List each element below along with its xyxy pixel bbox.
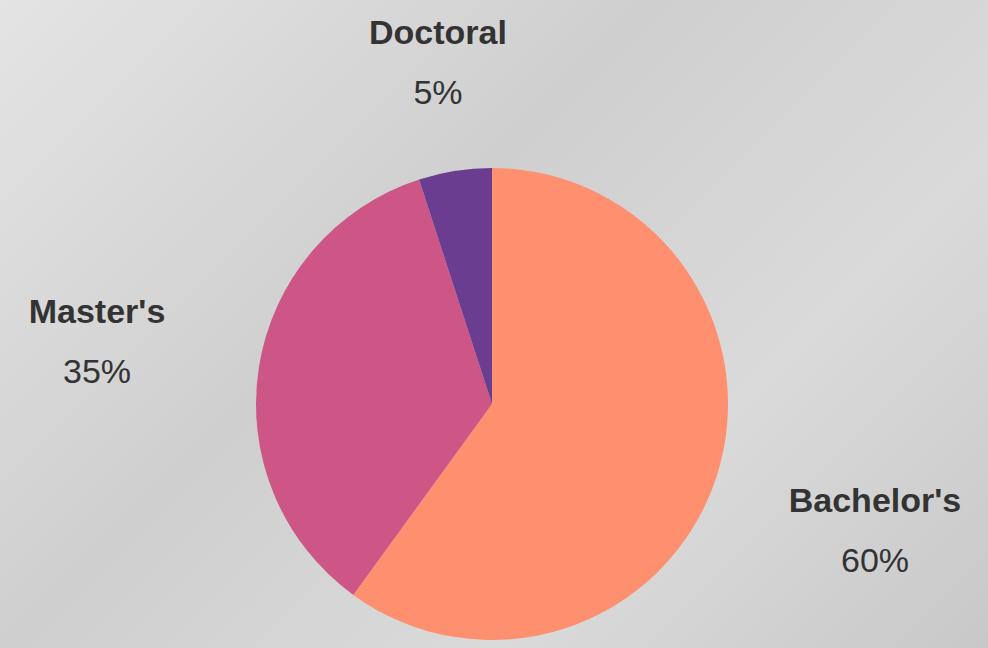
slice-label: Doctoral 5% <box>369 13 507 111</box>
labels: Bachelor's 60% Master's 35% Doctoral 5% <box>29 13 962 579</box>
slice-label: Bachelor's 60% <box>789 481 962 579</box>
value-label: 5% <box>413 73 462 111</box>
slice-label: Master's 35% <box>29 292 166 390</box>
value-label: 35% <box>63 352 131 390</box>
category-label: Bachelor's <box>789 481 962 519</box>
pie-slice <box>419 168 492 404</box>
category-label: Master's <box>29 292 166 330</box>
category-label: Doctoral <box>369 13 507 51</box>
chart-canvas: Bachelor's 60% Master's 35% Doctoral 5% <box>0 0 988 648</box>
pie-slices <box>256 168 728 640</box>
value-label: 60% <box>841 541 909 579</box>
